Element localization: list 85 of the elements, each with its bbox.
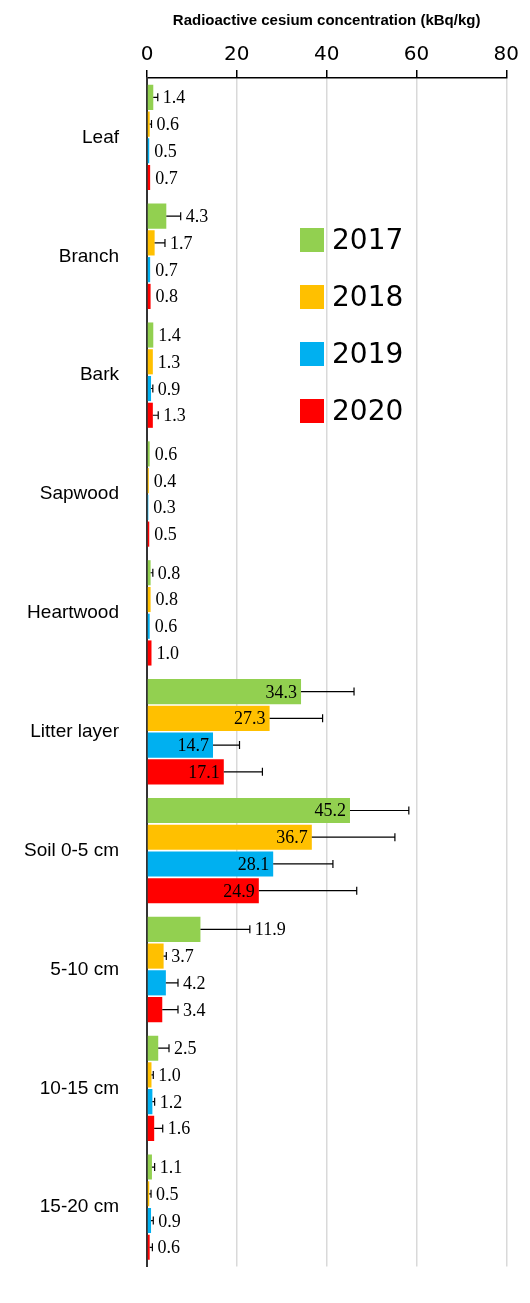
bar (147, 560, 151, 586)
x-tick-label: 60 (403, 41, 430, 66)
data-label: 0.7 (155, 259, 178, 280)
data-label: 3.4 (182, 999, 206, 1020)
bar (147, 322, 154, 348)
bar (147, 797, 350, 824)
data-label: 0.9 (158, 1210, 181, 1231)
bar (147, 1035, 159, 1061)
data-label: 0.8 (155, 589, 179, 610)
bar (147, 1154, 152, 1180)
data-label: 0.5 (154, 140, 177, 161)
data-label: 0.8 (155, 286, 179, 307)
chart-title: Radioactive cesium concentration (kBq/kg) (172, 11, 481, 29)
y-tick-label: 5-10 cm (50, 957, 119, 979)
data-label: 1.6 (167, 1118, 191, 1139)
data-label: 3.7 (171, 946, 194, 967)
data-label: 17.1 (188, 761, 220, 782)
legend-label: 2020 (332, 394, 404, 427)
data-label: 45.2 (314, 800, 346, 821)
bar (147, 375, 152, 402)
data-label: 14.7 (177, 735, 210, 756)
x-tick-label: 20 (224, 41, 250, 66)
bar (147, 878, 259, 904)
data-label: 0.6 (154, 616, 178, 637)
bar (147, 679, 302, 705)
bar (147, 230, 155, 256)
data-label: 1.0 (158, 1064, 181, 1085)
bar (147, 402, 153, 428)
y-tick-label: 10-15 cm (39, 1076, 119, 1098)
data-label: 1.0 (156, 642, 179, 663)
legend-label: 2018 (332, 280, 404, 313)
bar (147, 705, 270, 731)
y-tick-label: Leaf (82, 125, 120, 147)
data-label: 36.7 (276, 827, 308, 848)
bar (147, 283, 151, 309)
x-tick-label: 80 (493, 41, 519, 66)
bar (147, 1207, 152, 1234)
data-label: 0.6 (154, 443, 178, 464)
bar (147, 851, 274, 877)
bar (147, 84, 154, 110)
y-tick-label: Soil 0-5 cm (23, 838, 119, 860)
y-tick-label: Sapwood (39, 482, 119, 504)
data-label: 4.2 (182, 972, 206, 993)
bar (147, 1115, 155, 1141)
data-label: 0.3 (153, 497, 176, 518)
data-label: 0.5 (154, 524, 177, 545)
legend-label: 2017 (332, 223, 404, 256)
bar (147, 943, 164, 969)
bar (147, 997, 163, 1023)
data-label: 0.4 (153, 470, 177, 491)
data-label: 0.7 (155, 167, 178, 188)
data-label: 4.3 (185, 206, 209, 227)
data-label: 1.4 (158, 325, 181, 346)
y-tick-label: Litter layer (30, 719, 120, 741)
bar (147, 586, 151, 613)
data-label: 34.3 (265, 681, 298, 702)
data-label: 1.3 (163, 405, 186, 426)
data-label: 1.3 (157, 351, 181, 372)
data-label: 11.9 (254, 919, 286, 940)
data-label: 0.8 (157, 562, 181, 583)
bar (147, 916, 201, 942)
bar (147, 203, 167, 229)
data-label: 1.4 (162, 87, 186, 108)
data-label: 28.1 (237, 853, 270, 874)
bar (147, 759, 224, 785)
bar (147, 824, 312, 850)
x-tick-label: 0 (140, 41, 154, 66)
data-label: 24.9 (223, 880, 255, 901)
data-label: 0.9 (157, 378, 181, 399)
bar (147, 970, 166, 996)
data-label: 0.6 (157, 1237, 180, 1258)
data-label: 0.5 (156, 1183, 179, 1204)
y-tick-label: Heartwood (27, 601, 119, 623)
data-label: 1.7 (169, 232, 193, 253)
data-label: 27.3 (234, 708, 266, 729)
y-tick-label: 15-20 cm (39, 1195, 119, 1217)
y-tick-label: Branch (58, 244, 119, 266)
data-label: 2.5 (174, 1038, 197, 1059)
y-tick-label: Bark (79, 363, 120, 385)
x-tick-label: 40 (313, 41, 340, 66)
data-label: 0.6 (156, 114, 179, 135)
data-label: 1.1 (159, 1157, 183, 1178)
bar (147, 349, 153, 375)
data-label: 1.2 (159, 1091, 183, 1112)
legend-label: 2019 (332, 337, 404, 370)
